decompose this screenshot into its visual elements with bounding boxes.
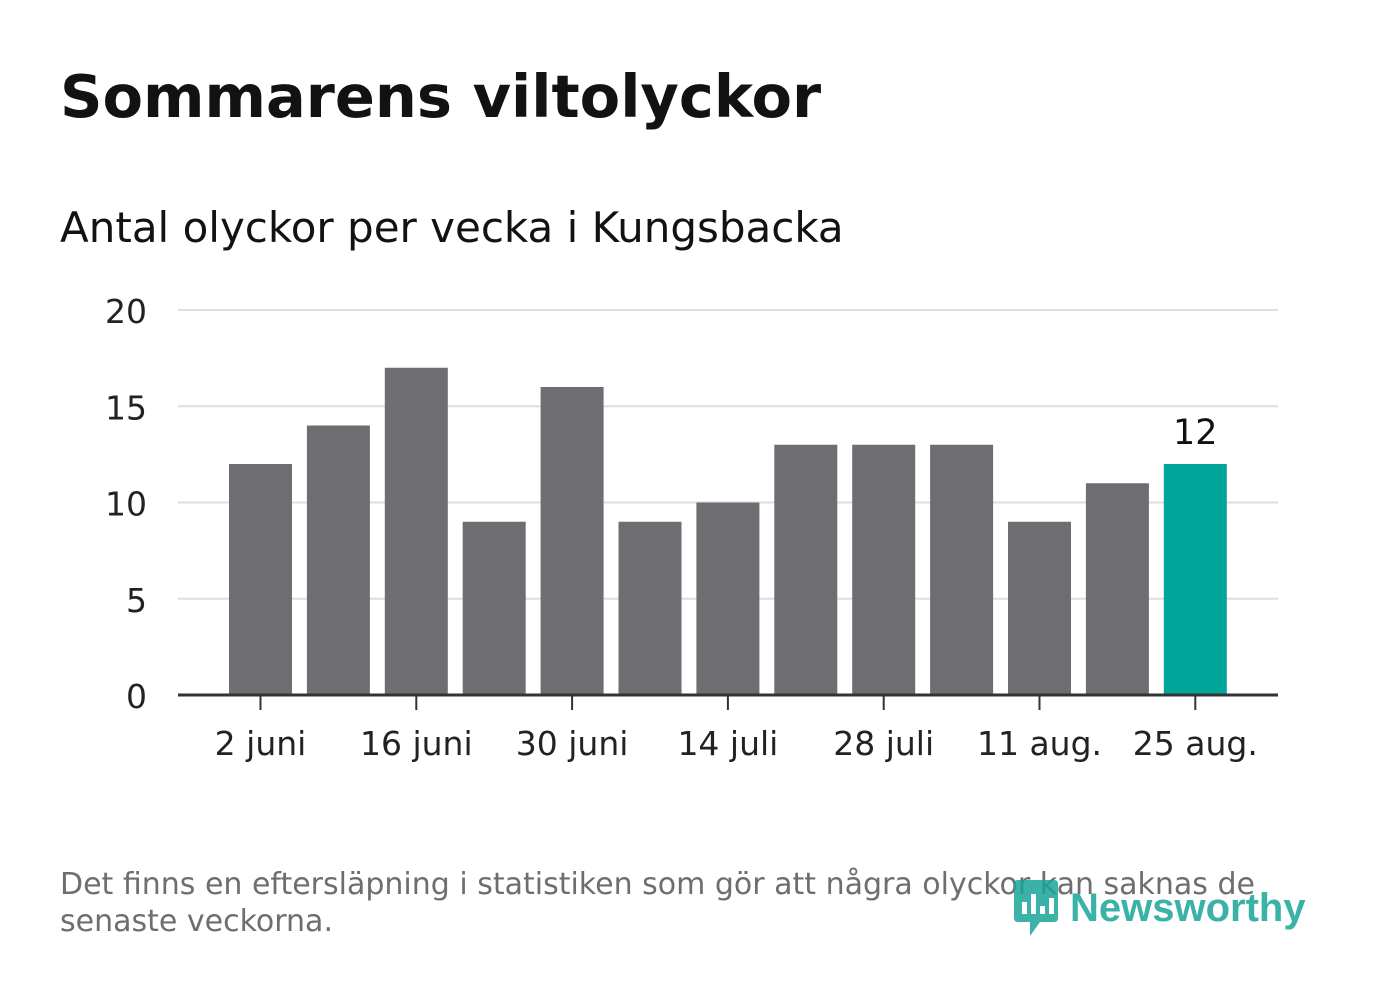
chart-title: Sommarens viltolyckor [60,62,822,131]
x-tick-label: 28 juli [833,724,934,763]
newsworthy-logo-icon [1014,880,1058,936]
bar-2-juni [229,464,292,695]
bar-9-juni [306,425,370,695]
bar-4-aug- [930,444,994,695]
bar-28-juli [852,444,916,695]
bar-18-aug- [1085,483,1149,695]
bar-chart: 0 5 10 15 20 2 juni 16 juni 30 juni 14 juli 28 j… [105,292,1278,763]
bar-7-juli [618,521,682,695]
newsworthy-logo-text: Newsworthy [1070,885,1306,930]
y-tick-label: 0 [126,677,147,716]
bar-25-aug- [1163,464,1227,695]
bar-14-juli [696,502,760,695]
x-axis-labels: 2 juni 16 juni 30 juni 14 juli 28 juli 11 aug… [215,724,1258,763]
bar-23-juni [462,521,526,695]
bar-11-aug- [1008,521,1071,695]
x-tick-label: 11 aug. [977,724,1102,763]
x-tick-label: 25 aug. [1133,724,1258,763]
bar-16-juni [384,367,448,695]
x-tick-label: 16 juni [360,724,473,763]
y-tick-label: 15 [105,388,147,427]
chart-subtitle: Antal olyckor per vecka i Kungsbacka [60,203,844,252]
y-tick-label: 5 [126,581,147,620]
x-tick-label: 30 juni [516,724,629,763]
highlight-value-label: 12 [1173,413,1218,453]
y-tick-label: 10 [105,485,147,524]
newsworthy-logo: Newsworthy [1010,876,1306,940]
x-axis-ticks [259,695,1197,710]
bar-30-juni [540,387,604,695]
bar-21-juli [774,444,838,695]
x-tick-label: 14 juli [677,724,778,763]
bars [229,367,1227,695]
x-tick-label: 2 juni [215,724,307,763]
y-axis-labels: 0 5 10 15 20 [105,292,147,716]
y-tick-label: 20 [105,292,147,331]
data-labels: 12 [1173,413,1218,453]
